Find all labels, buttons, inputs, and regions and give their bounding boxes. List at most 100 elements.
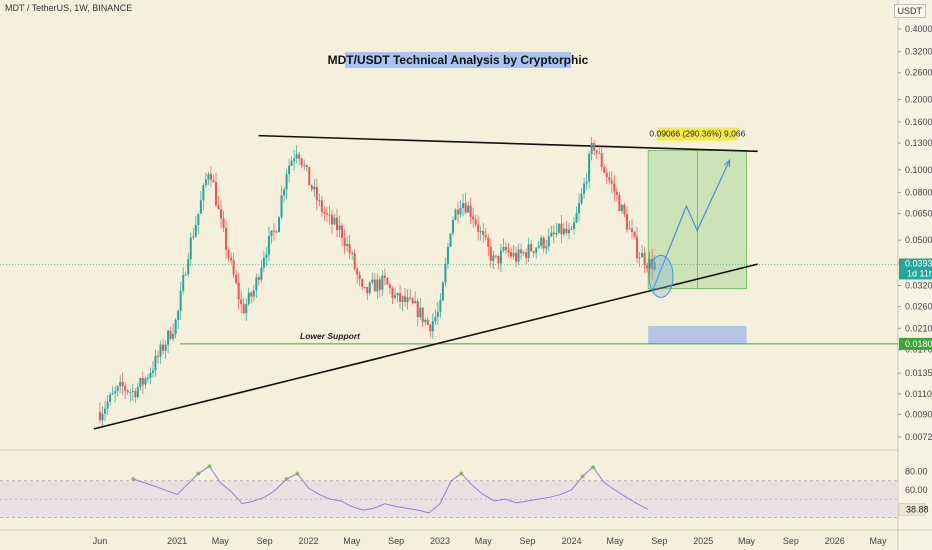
candle-body (212, 179, 215, 183)
candle-body (411, 298, 414, 304)
candle-body (154, 355, 157, 371)
candle-body (333, 217, 336, 225)
candle-body (615, 191, 618, 195)
time-tick-label: 2024 (561, 536, 581, 546)
time-tick-label: Sep (520, 536, 536, 546)
candle-body (237, 282, 240, 300)
projection-path (652, 159, 731, 289)
symbol-header: MDT / TetherUS, 1W, BINANCE (5, 3, 133, 13)
candle-body (598, 152, 601, 154)
candle-body (378, 279, 381, 290)
candle-body (356, 268, 359, 275)
candle-body (348, 243, 351, 254)
candle-body (575, 213, 578, 223)
time-tick-label: Sep (651, 536, 667, 546)
candle-body (477, 224, 480, 232)
candle-body (255, 277, 258, 291)
time-tick-label: May (343, 536, 361, 546)
time-tick-label: Sep (257, 536, 273, 546)
candle-body (628, 228, 631, 230)
candle-body (489, 246, 492, 262)
candle-body (252, 290, 255, 297)
candle-body (499, 250, 502, 264)
time-tick-label: May (607, 536, 625, 546)
candle-body (141, 378, 144, 385)
candle-body (275, 231, 278, 233)
time-tick-label: 2026 (825, 536, 845, 546)
candle-body (583, 183, 586, 194)
candle-body (232, 260, 235, 275)
candle-body (280, 195, 283, 218)
candle-body (300, 158, 303, 166)
candle-body (388, 284, 391, 289)
candle-body (197, 213, 200, 225)
candle-body (106, 402, 109, 409)
time-tick-label: 2023 (430, 536, 450, 546)
candle-body (99, 412, 101, 421)
candle-body (262, 257, 265, 268)
candle-body (557, 223, 560, 233)
candle-body (368, 282, 371, 294)
candle-body (464, 202, 467, 213)
candle-body (320, 200, 323, 212)
candle-body (353, 253, 356, 269)
candle-body (482, 231, 485, 235)
candle-body (567, 229, 570, 234)
candle-body (343, 238, 346, 247)
candle-body (651, 258, 654, 270)
candle-body (305, 165, 308, 168)
buy-zone-box (648, 325, 747, 344)
candle-body (104, 408, 107, 414)
candle-body (625, 214, 628, 230)
rsi-overbought-marker (580, 474, 585, 479)
candle-body (434, 316, 437, 321)
candle-body (517, 249, 520, 262)
candle-body (283, 189, 286, 196)
candle-body (578, 203, 581, 214)
target-label-background (657, 127, 738, 141)
candle-body (308, 167, 311, 186)
candle-body (532, 251, 535, 253)
candle-body (222, 218, 225, 228)
candle-body (116, 386, 119, 392)
candle-body (383, 275, 386, 278)
rsi-band (0, 480, 898, 518)
candle-body (156, 355, 159, 357)
candle-body (371, 279, 374, 283)
candle-body (330, 214, 333, 225)
candle-body (194, 224, 197, 237)
time-tick-label: Jun (93, 536, 108, 546)
candle-body (386, 277, 389, 285)
time-tick-label: Sep (388, 536, 404, 546)
candle-body (565, 228, 568, 234)
candle-body (570, 228, 573, 230)
candle-body (426, 319, 429, 325)
candle-body (467, 205, 470, 213)
candle-body (214, 182, 217, 206)
candle-body (457, 209, 460, 215)
time-tick-label: Sep (783, 536, 799, 546)
candle-body (164, 344, 167, 351)
candle-body (585, 181, 588, 184)
candle-body (446, 246, 449, 264)
candle-body (346, 243, 349, 247)
candle-body (341, 225, 344, 239)
candle-body (424, 319, 427, 323)
candle-body (323, 211, 326, 214)
candle-body (492, 255, 495, 262)
candle-body (260, 267, 263, 280)
currency-badge[interactable]: USDT (893, 4, 926, 18)
candle-body (119, 381, 122, 387)
candle-body (618, 194, 621, 212)
candle-body (381, 275, 384, 290)
